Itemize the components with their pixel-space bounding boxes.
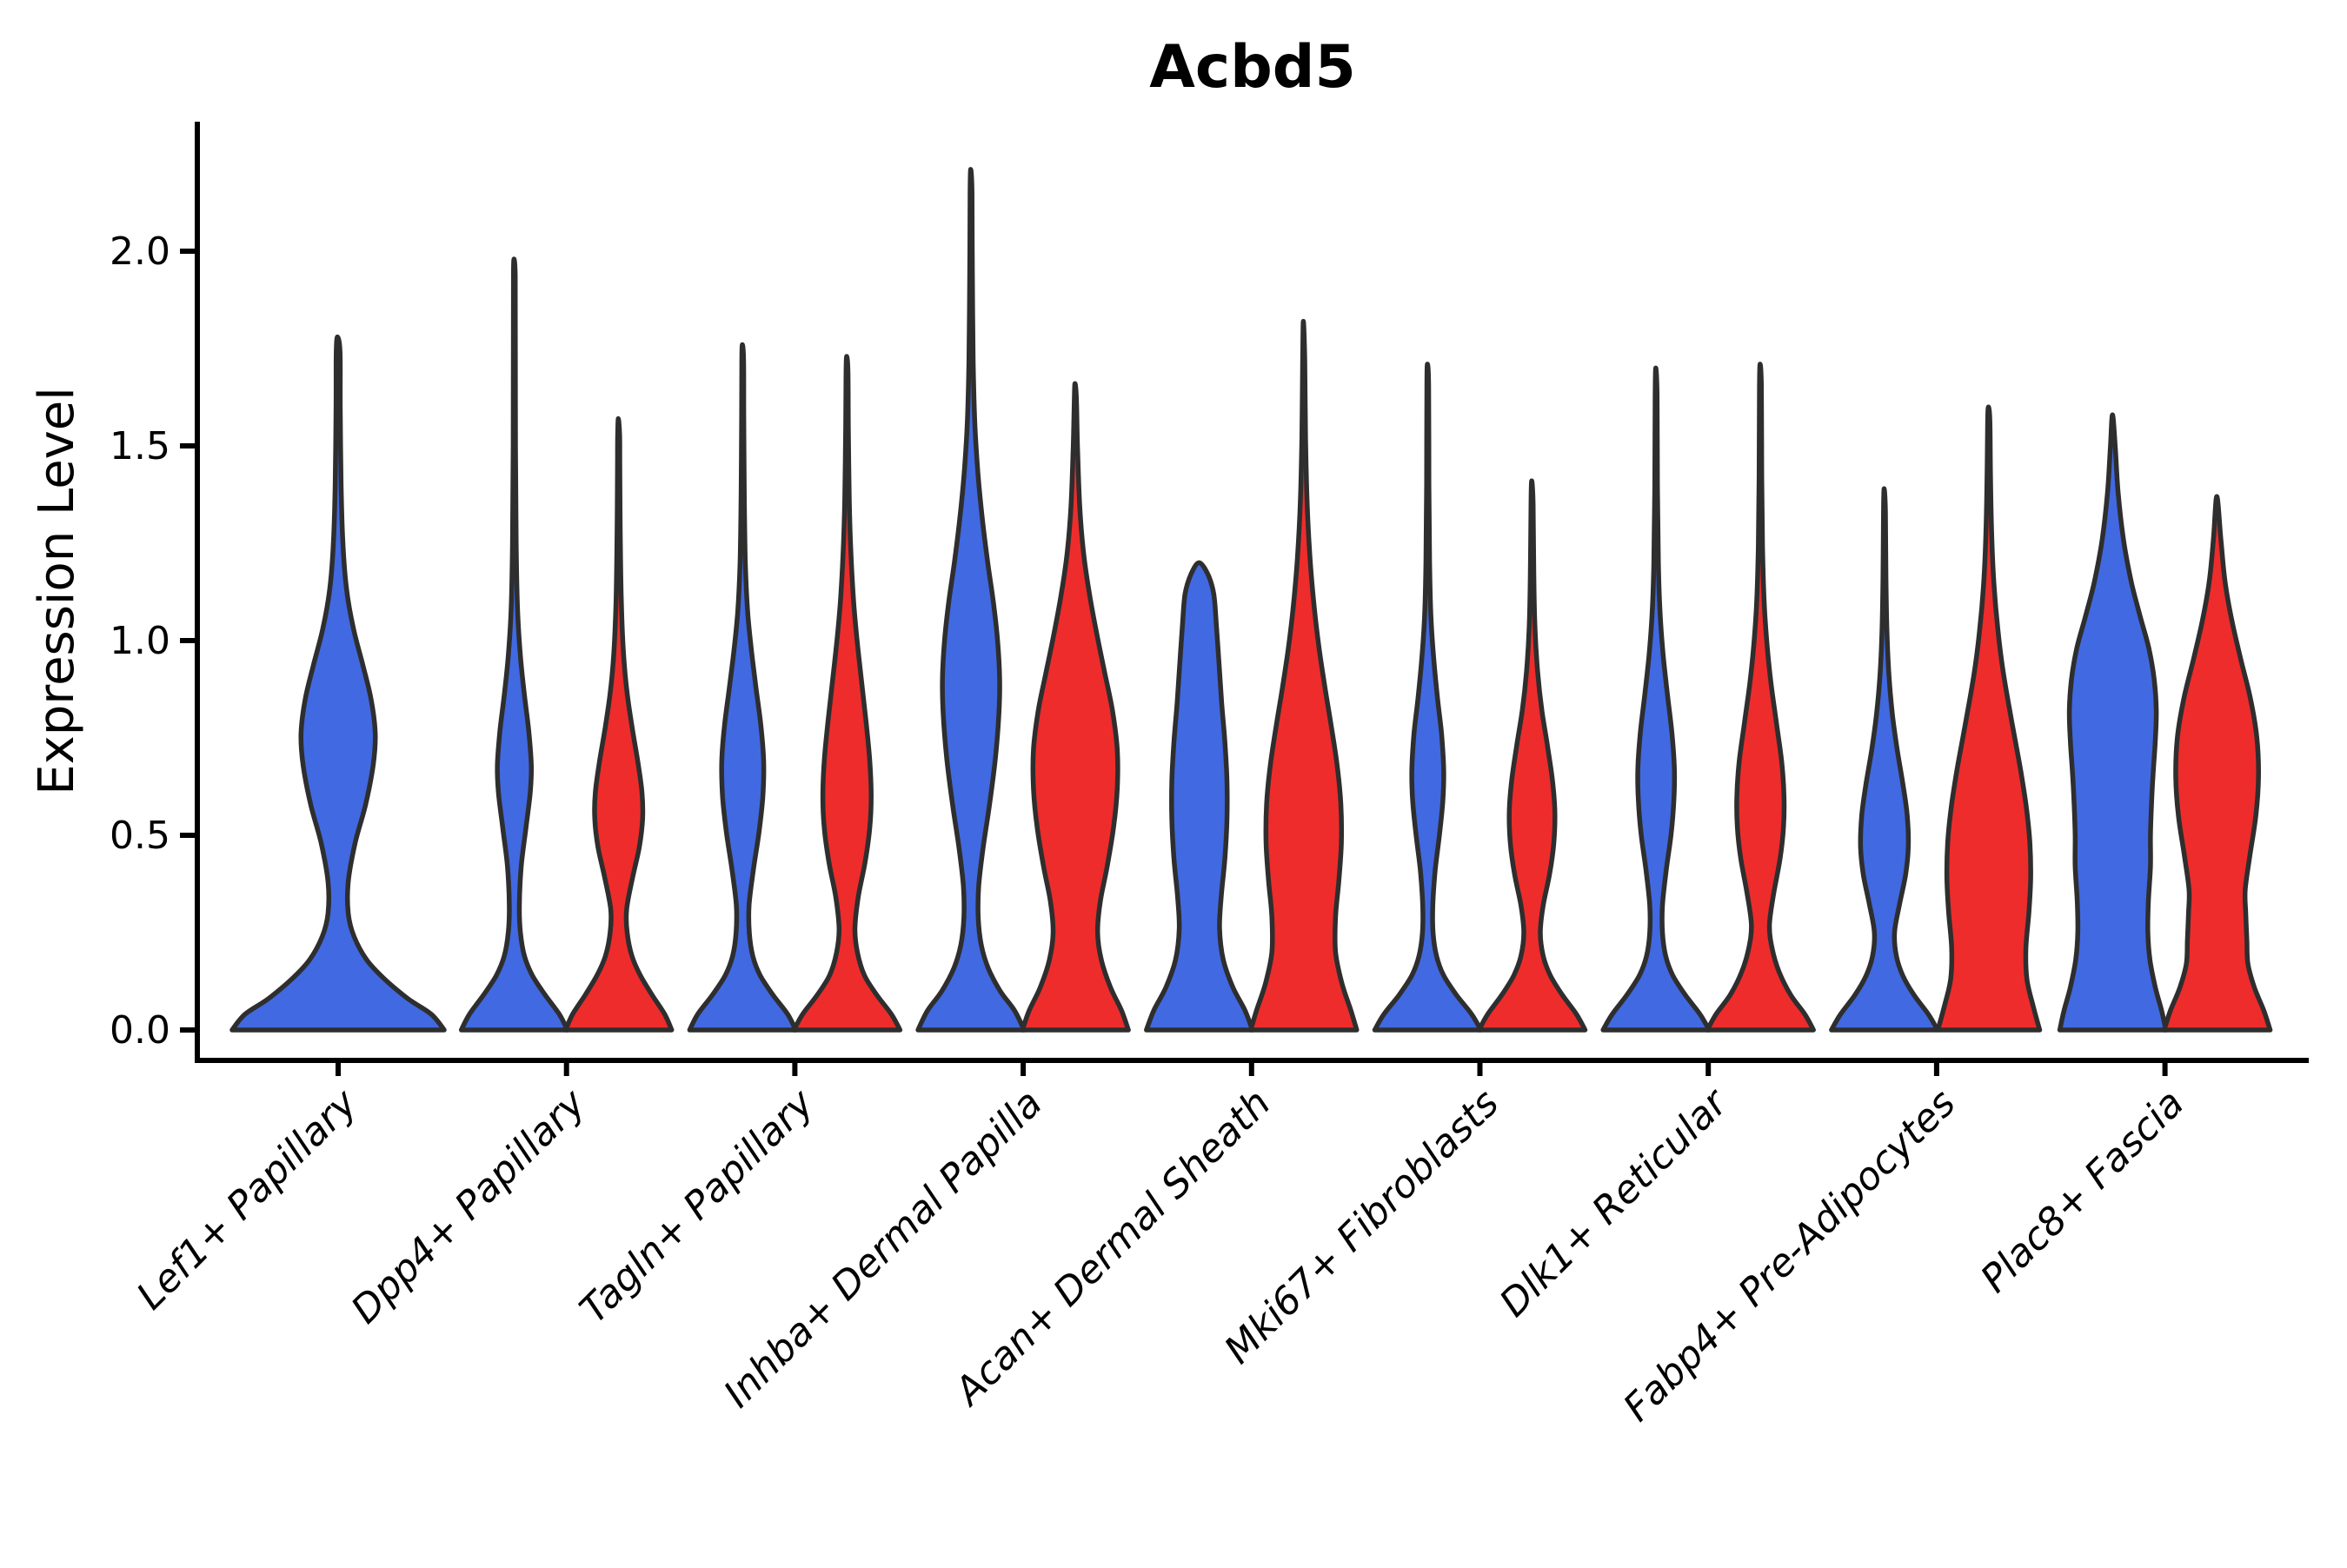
y-axis-label: Expression Level: [29, 387, 85, 795]
violin-mki67-fibroblasts-red: [1476, 478, 1588, 1033]
violin-tagln-papillary-blue: [687, 342, 799, 1033]
y-tick-label: 0.5: [110, 814, 170, 858]
x-tick-label-tagln-papillary: Tagln+ Papillary: [571, 1080, 822, 1332]
y-tick-label: 1.0: [110, 619, 170, 663]
x-tick-label-dlk1-reticular: Dlk1+ Reticular: [1492, 1080, 1738, 1325]
y-tick-label: 1.5: [110, 424, 170, 468]
violin-tagln-papillary-red: [791, 354, 903, 1033]
violin-lef1-papillary-blue: [229, 334, 447, 1033]
x-tick-label-plac8-fascia: Plac8+ Fascia: [1972, 1081, 2192, 1301]
violin-acan-dermal-sheath-red: [1248, 318, 1360, 1033]
violin-inhba-dermal-papilla-blue: [915, 167, 1027, 1033]
y-axis-ticks: 0.0 0.5 1.0 1.5 2.0: [110, 229, 197, 1053]
x-tick-label-dpp4-papillary: Dpp4+ Papillary: [342, 1080, 595, 1332]
y-tick-label: 2.0: [110, 229, 170, 274]
violin-mki67-fibroblasts-blue: [1372, 362, 1484, 1033]
violin-fabp4-pre-adipocytes-blue: [1829, 486, 1940, 1033]
violin-dpp4-papillary-blue: [458, 256, 570, 1033]
violin-dlk1-reticular-blue: [1600, 365, 1712, 1033]
violin-acan-dermal-sheath-blue: [1144, 560, 1255, 1033]
violin-dlk1-reticular-red: [1705, 362, 1816, 1033]
violin-dpp4-papillary-red: [562, 415, 675, 1033]
violin-plac8-fascia-blue: [2057, 412, 2169, 1033]
violin-fabp4-pre-adipocytes-red: [1935, 404, 2043, 1033]
violin-plac8-fascia-red: [2161, 494, 2273, 1033]
violin-inhba-dermal-papilla-red: [1020, 381, 1131, 1033]
x-tick-label-lef1-papillary: Lef1+ Papillary: [129, 1080, 367, 1319]
chart-title: Acbd5: [1149, 33, 1356, 102]
violins: [229, 167, 2273, 1033]
y-tick-label: 0.0: [110, 1008, 170, 1053]
